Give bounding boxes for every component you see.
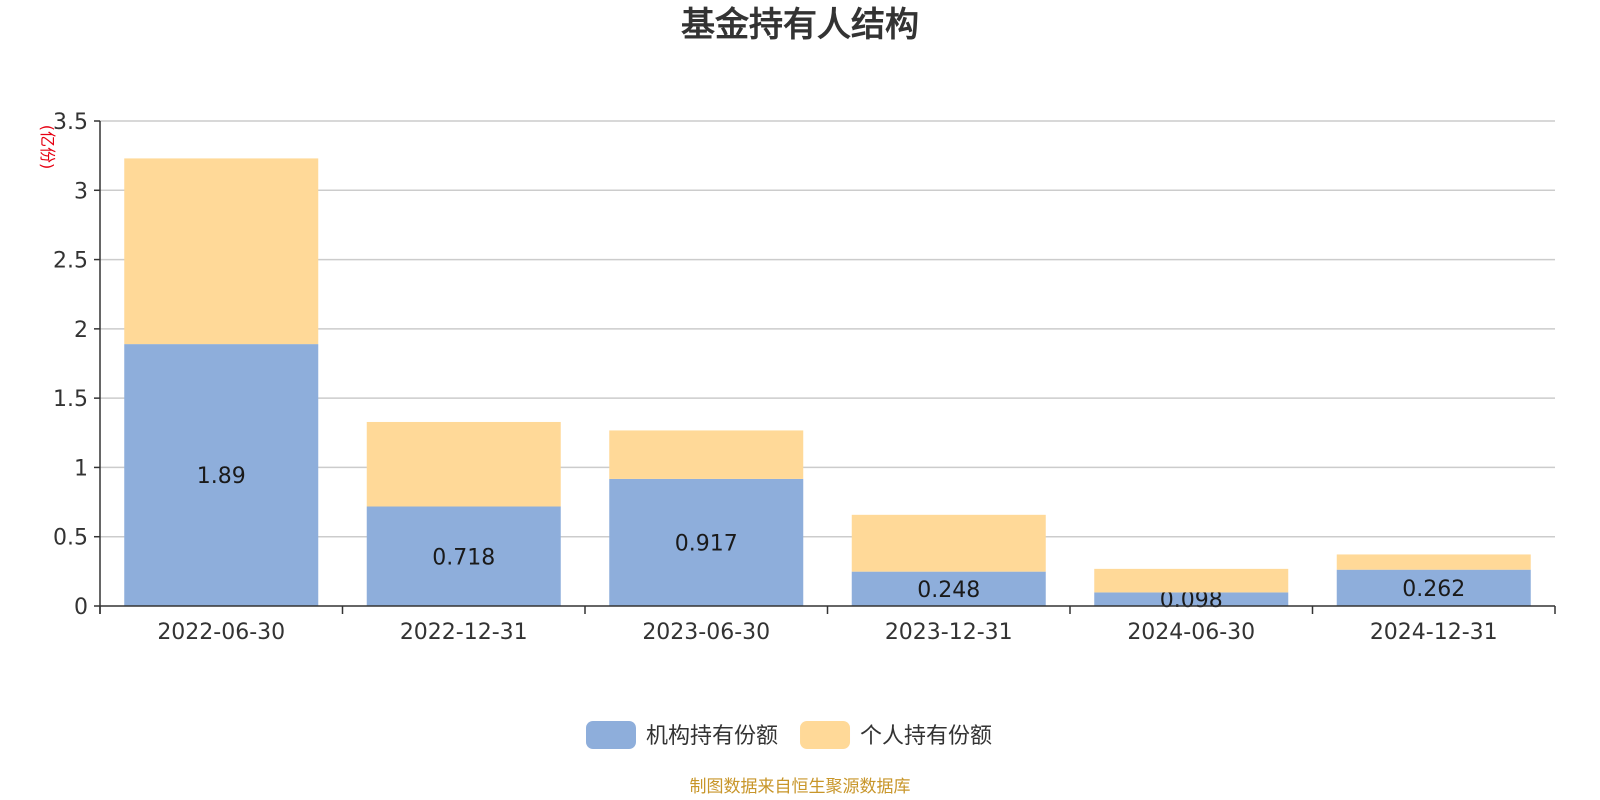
bar-institutional-2023-12-31[interactable] [851, 571, 1046, 606]
axes: 0 0.5 1 1.5 2 2.5 3 3.5 2022-06-30 2022-12-31 2023… [53, 110, 1556, 645]
bar-value-label: 0.262 [1402, 577, 1465, 602]
legend-swatch [586, 721, 636, 749]
bar-individual-2023-12-31[interactable] [851, 514, 1046, 572]
x-tick-label: 2024-12-31 [1370, 620, 1498, 645]
y-tick-label: 2 [74, 318, 88, 343]
legend-swatch [800, 721, 851, 749]
x-tick-label: 2024-06-30 [1127, 620, 1255, 645]
bar-individual-2022-06-30[interactable] [124, 158, 319, 345]
bar-institutional-2022-12-31[interactable] [366, 506, 561, 606]
bar-institutional-2024-12-31[interactable] [1336, 569, 1531, 606]
bar-institutional-2023-06-30[interactable] [609, 478, 804, 606]
bar-institutional-2022-06-30[interactable] [124, 344, 319, 606]
legend-label: 个人持有份额 [860, 724, 992, 749]
x-tick-label: 2023-12-31 [885, 620, 1013, 645]
y-tick-label: 2.5 [53, 249, 88, 274]
bar-individual-2022-12-31[interactable] [366, 421, 561, 507]
legend-label: 机构持有份额 [646, 724, 778, 749]
bar-individual-2024-06-30[interactable] [1094, 568, 1289, 593]
x-tick-label: 2022-12-31 [400, 620, 528, 645]
legend-item-individual[interactable]: 个人持有份额 [800, 721, 992, 749]
y-tick-label: 3.5 [53, 110, 88, 135]
bar-value-label: 0.248 [917, 578, 980, 603]
y-axis-unit-label: (亿份) [38, 125, 57, 170]
bar-individual-2023-06-30[interactable] [609, 430, 804, 479]
bar-value-label: 0.917 [675, 531, 738, 556]
x-tick-label: 2023-06-30 [642, 620, 770, 645]
y-tick-label: 1 [74, 456, 88, 481]
bar-value-label: 1.89 [197, 464, 246, 489]
bar-individual-2024-12-31[interactable] [1336, 554, 1531, 570]
y-tick-label: 0 [74, 595, 88, 620]
legend-item-institutional[interactable]: 机构持有份额 [586, 721, 778, 749]
source-note: 制图数据来自恒生聚源数据库 [690, 777, 911, 797]
y-tick-label: 0.5 [53, 526, 88, 551]
y-tick-label: 3 [74, 179, 88, 204]
grid-lines [100, 120, 1555, 538]
legend[interactable]: 机构持有份额 个人持有份额 [586, 721, 992, 749]
bar-value-label: 0.718 [432, 545, 495, 570]
bar-institutional-2024-06-30[interactable] [1094, 592, 1289, 606]
x-tick-label: 2022-06-30 [157, 620, 285, 645]
y-tick-label: 1.5 [53, 387, 88, 412]
chart-title: 基金持有人结构 [681, 5, 919, 45]
